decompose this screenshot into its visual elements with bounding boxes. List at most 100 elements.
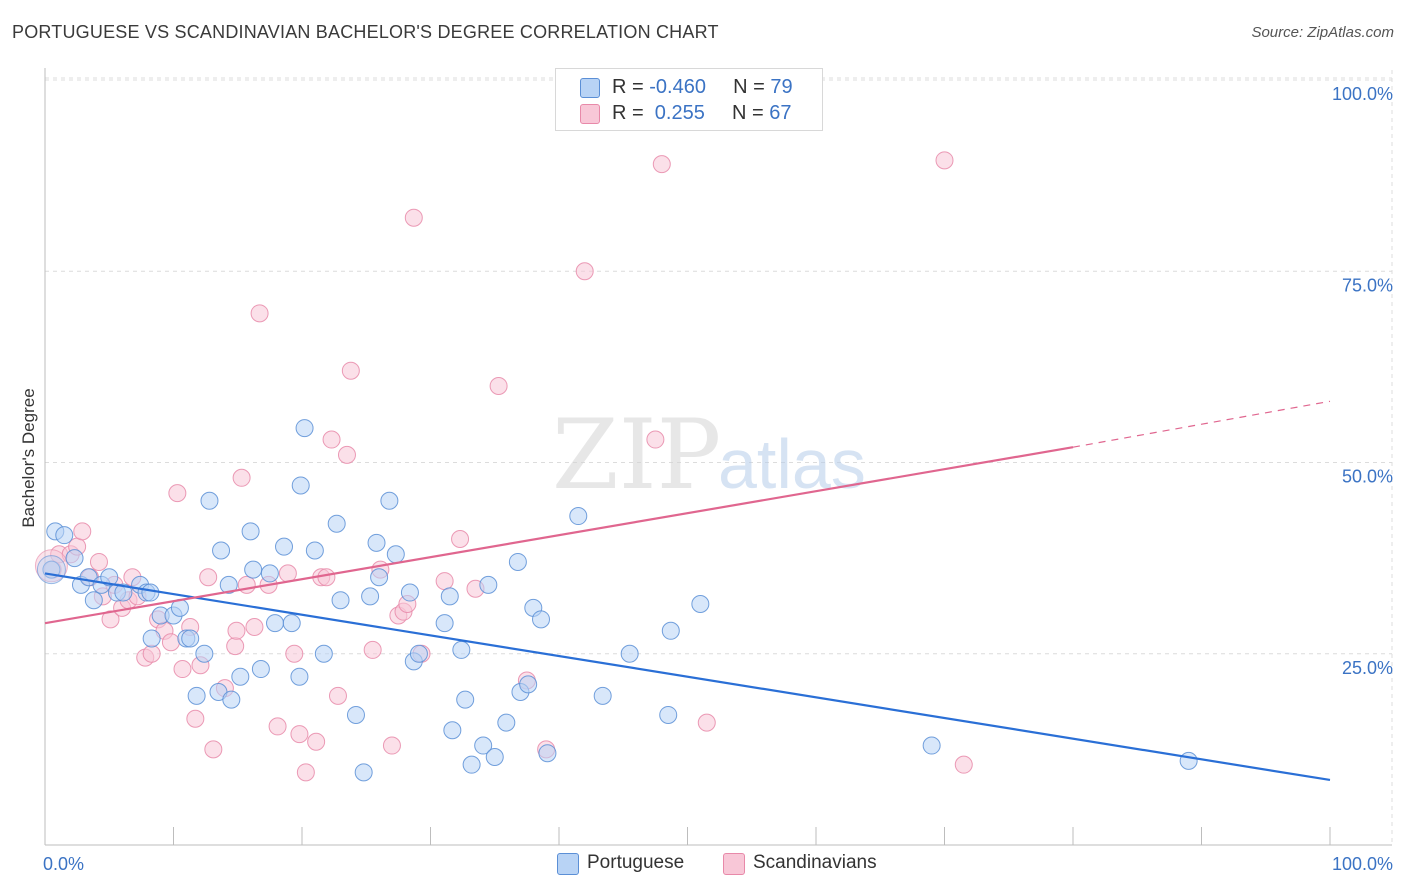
scandinavian-point [646, 430, 665, 449]
portuguese-point [291, 476, 310, 495]
scandinavian-point [226, 637, 245, 656]
scandinavian-point [199, 568, 218, 587]
portuguese-point [65, 549, 84, 568]
portuguese-point [400, 583, 419, 602]
scandinavian-point [328, 686, 347, 705]
portuguese-point [222, 690, 241, 709]
scandinavian-point [250, 304, 269, 323]
legend-r-value-scandinavians: 0.255 [649, 102, 705, 124]
portuguese-point [409, 644, 428, 663]
scandinavian-trend-line [44, 446, 1074, 625]
scandinavian-point [489, 377, 508, 395]
portuguese-point [593, 686, 612, 705]
legend-n-value-scandinavians: 67 [769, 102, 792, 124]
y-tick-label: 50.0% [1342, 467, 1393, 487]
portuguese-point [508, 552, 527, 571]
scandinavian-point [173, 660, 192, 679]
scandinavian-point [337, 445, 356, 464]
scandinavian-point [142, 644, 161, 663]
portuguese-point [538, 744, 557, 763]
scandinavian-point [652, 155, 671, 174]
scandinavians-swatch [580, 104, 600, 124]
scandinavian-point [237, 575, 256, 594]
scandinavian-point [435, 572, 454, 591]
portuguese-point [456, 690, 475, 709]
scandinavian-point [232, 468, 251, 487]
gridlines [45, 70, 1393, 845]
portuguese-point [282, 614, 301, 633]
portuguese-point [181, 629, 200, 648]
portuguese-point [187, 686, 206, 705]
scandinavian-point [204, 740, 223, 759]
scandinavian-point [285, 644, 304, 663]
scandinavian-point [954, 755, 973, 774]
scandinavian-point [363, 640, 382, 659]
scandinavian-point [227, 621, 246, 640]
legend-r-label: R = [612, 102, 650, 124]
scandinavian-point [307, 732, 326, 751]
portuguese-point [386, 545, 405, 564]
portuguese-point [114, 583, 133, 602]
portuguese-point [212, 541, 231, 560]
portuguese-point [661, 621, 680, 640]
scandinavian-point [168, 484, 187, 503]
portuguese-point [370, 568, 389, 587]
portuguese-point [84, 591, 103, 610]
portuguese-point [1179, 751, 1198, 770]
scandinavians-legend-swatch [723, 853, 745, 875]
portuguese-point [440, 587, 459, 606]
tick-labels: 25.0% 50.0% 75.0% 100.0% 0.0% 100.0% [43, 84, 1393, 874]
legend-r-value-portuguese: -0.460 [649, 76, 706, 98]
portuguese-point [275, 537, 294, 556]
portuguese-point [241, 522, 260, 541]
scandinavian-point [245, 617, 264, 636]
watermark-atlas: atlas [718, 425, 866, 503]
portuguese-point [479, 575, 498, 594]
portuguese-point [462, 755, 481, 774]
portuguese-point [569, 507, 588, 526]
portuguese-point [497, 713, 516, 732]
scandinavian-point [451, 530, 470, 548]
legend-r-label: R = [612, 76, 650, 98]
portuguese-point [141, 583, 160, 602]
portuguese-point [367, 533, 386, 552]
portuguese-point [532, 610, 551, 629]
portuguese-point [55, 526, 74, 545]
portuguese-points [36, 419, 1198, 782]
portuguese-point [380, 491, 399, 510]
scandinavian-point [575, 262, 594, 281]
x-tick-label-end: 100.0% [1332, 854, 1393, 874]
scandinavian-point [697, 713, 716, 732]
portuguese-point [295, 419, 314, 438]
portuguese-point [231, 667, 250, 686]
scandinavians-legend-label: Scandinavians [753, 852, 877, 873]
y-tick-label: 100.0% [1332, 84, 1393, 104]
portuguese-point [354, 763, 373, 782]
portuguese-point [435, 614, 454, 633]
source-credit: Source: ZipAtlas.com [1251, 24, 1394, 41]
portuguese-point [452, 640, 471, 659]
portuguese-point [290, 667, 309, 686]
chart-title: PORTUGUESE VS SCANDINAVIAN BACHELOR'S DE… [12, 22, 719, 42]
correlation-legend: R = -0.460 N = 79 R = 0.255 N = 67 [555, 68, 823, 131]
y-axis-label: Bachelor's Degree [19, 388, 38, 527]
portuguese-point [200, 491, 219, 510]
scandinavian-point [317, 568, 336, 587]
scandinavian-point [290, 725, 309, 744]
scandinavian-point [278, 564, 297, 583]
portuguese-point [327, 514, 346, 533]
y-tick-label: 25.0% [1342, 658, 1393, 678]
portuguese-point [346, 705, 365, 724]
portuguese-point [251, 660, 270, 679]
portuguese-point [260, 564, 279, 583]
scandinavian-point [268, 717, 287, 736]
axes [44, 68, 1392, 846]
portuguese-point [443, 721, 462, 740]
scandinavian-point [382, 736, 401, 755]
portuguese-point [100, 568, 119, 587]
portuguese-point-cluster [36, 555, 66, 585]
scandinavian-point [186, 709, 205, 728]
portuguese-point [244, 560, 263, 579]
portuguese-point [620, 644, 639, 663]
